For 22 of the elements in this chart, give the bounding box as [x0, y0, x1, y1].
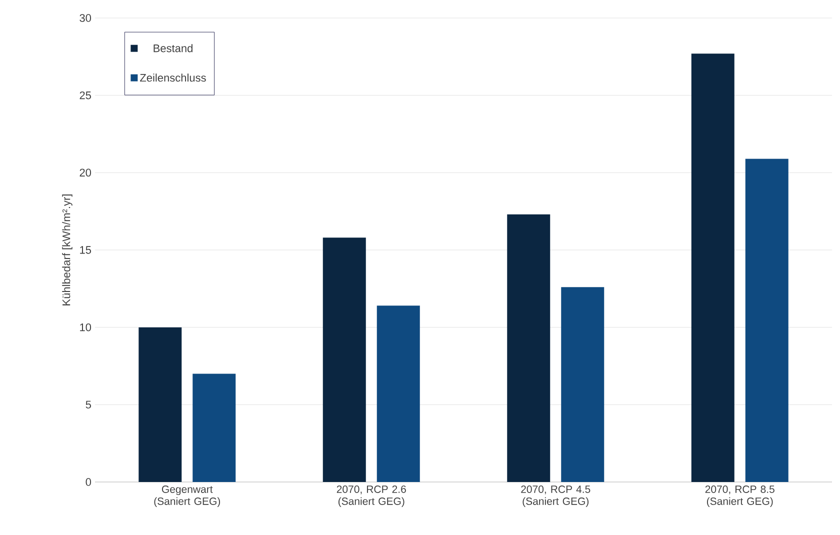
y-tick-label: 10: [80, 323, 92, 332]
y-tick-label: 15: [80, 246, 92, 254]
legend-label: Bestand: [154, 44, 192, 52]
y-tick-label: 0: [86, 478, 92, 486]
x-tick-label: Gegenwart (Saniert GEG): [154, 486, 220, 508]
y-tick-label: 20: [80, 168, 92, 177]
y-axis-title: Kühlbedarf [kWh/m².yr]: [62, 194, 72, 306]
bar: [561, 287, 604, 482]
bar: [376, 306, 420, 482]
bar: [138, 327, 182, 482]
bar: [192, 374, 236, 482]
bar: [322, 238, 366, 482]
legend-label: Zeilenschluss: [140, 74, 206, 82]
y-tick-label: 5: [86, 400, 92, 408]
bar: [745, 158, 788, 482]
x-tick-label: 2070, RCP 2.6 (Saniert GEG): [336, 486, 406, 508]
bar: [507, 214, 550, 482]
y-tick-label: 25: [80, 91, 92, 100]
bar: [691, 54, 734, 482]
x-tick-label: 2070, RCP 8.5 (Saniert GEG): [705, 486, 774, 508]
y-tick-label: 30: [80, 14, 92, 22]
x-tick-label: 2070, RCP 4.5 (Saniert GEG): [521, 486, 590, 508]
